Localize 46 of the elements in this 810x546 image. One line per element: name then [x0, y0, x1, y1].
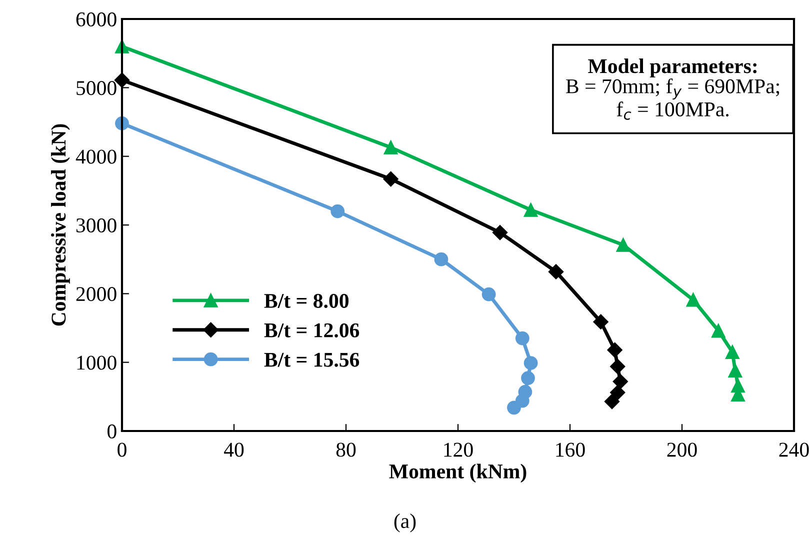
x-tick-label: 160 [556, 442, 585, 457]
point [384, 140, 398, 154]
legend-label: B/t = 15.56 [264, 352, 360, 367]
y-tick-label: 4000 [76, 150, 116, 164]
point [725, 345, 740, 359]
point [610, 384, 626, 400]
point [515, 331, 530, 346]
point [434, 252, 448, 266]
y-tick-label: 0 [108, 424, 116, 438]
y-tick-label: 6000 [76, 12, 116, 26]
point [607, 342, 622, 358]
point [686, 292, 700, 307]
point [383, 171, 398, 187]
point [330, 204, 345, 218]
annotation: Model parameters: [588, 58, 757, 78]
point [728, 364, 742, 378]
point [711, 324, 726, 338]
point [492, 224, 508, 240]
y-axis-title: Compressive load (kN) [51, 124, 70, 326]
legend-label: B/t = 8.00 [264, 294, 349, 308]
annotation: B = 70mm; f$_{y}$ = 690MPa; [566, 78, 780, 100]
point [593, 314, 608, 330]
point [548, 264, 564, 280]
x-tick-label: 200 [667, 442, 697, 457]
x-tick-label: 0 [118, 442, 126, 457]
point [507, 400, 521, 415]
x-axis-title: Moment (kNm) [389, 464, 526, 483]
x-tick-label: 240 [779, 442, 809, 457]
point [610, 358, 626, 374]
point [521, 371, 535, 386]
point [482, 287, 496, 302]
point [612, 374, 628, 390]
y-tick-label: 3000 [76, 218, 116, 232]
x-tick-label: 80 [336, 442, 356, 457]
legend-label: B/t = 12.06 [264, 323, 360, 338]
x-tick-label: 120 [444, 442, 473, 457]
x-tick-label: 40 [224, 442, 244, 457]
point [604, 394, 620, 410]
y-tick-label: 2000 [76, 287, 116, 302]
point [616, 238, 630, 252]
y-tick-label: 1000 [77, 356, 116, 370]
annotation: f$_{c}$ = 100MPa. [616, 102, 728, 120]
text: (a) [394, 513, 416, 532]
y-tick-label: 5000 [76, 81, 116, 96]
point [524, 202, 538, 217]
point [524, 356, 538, 370]
